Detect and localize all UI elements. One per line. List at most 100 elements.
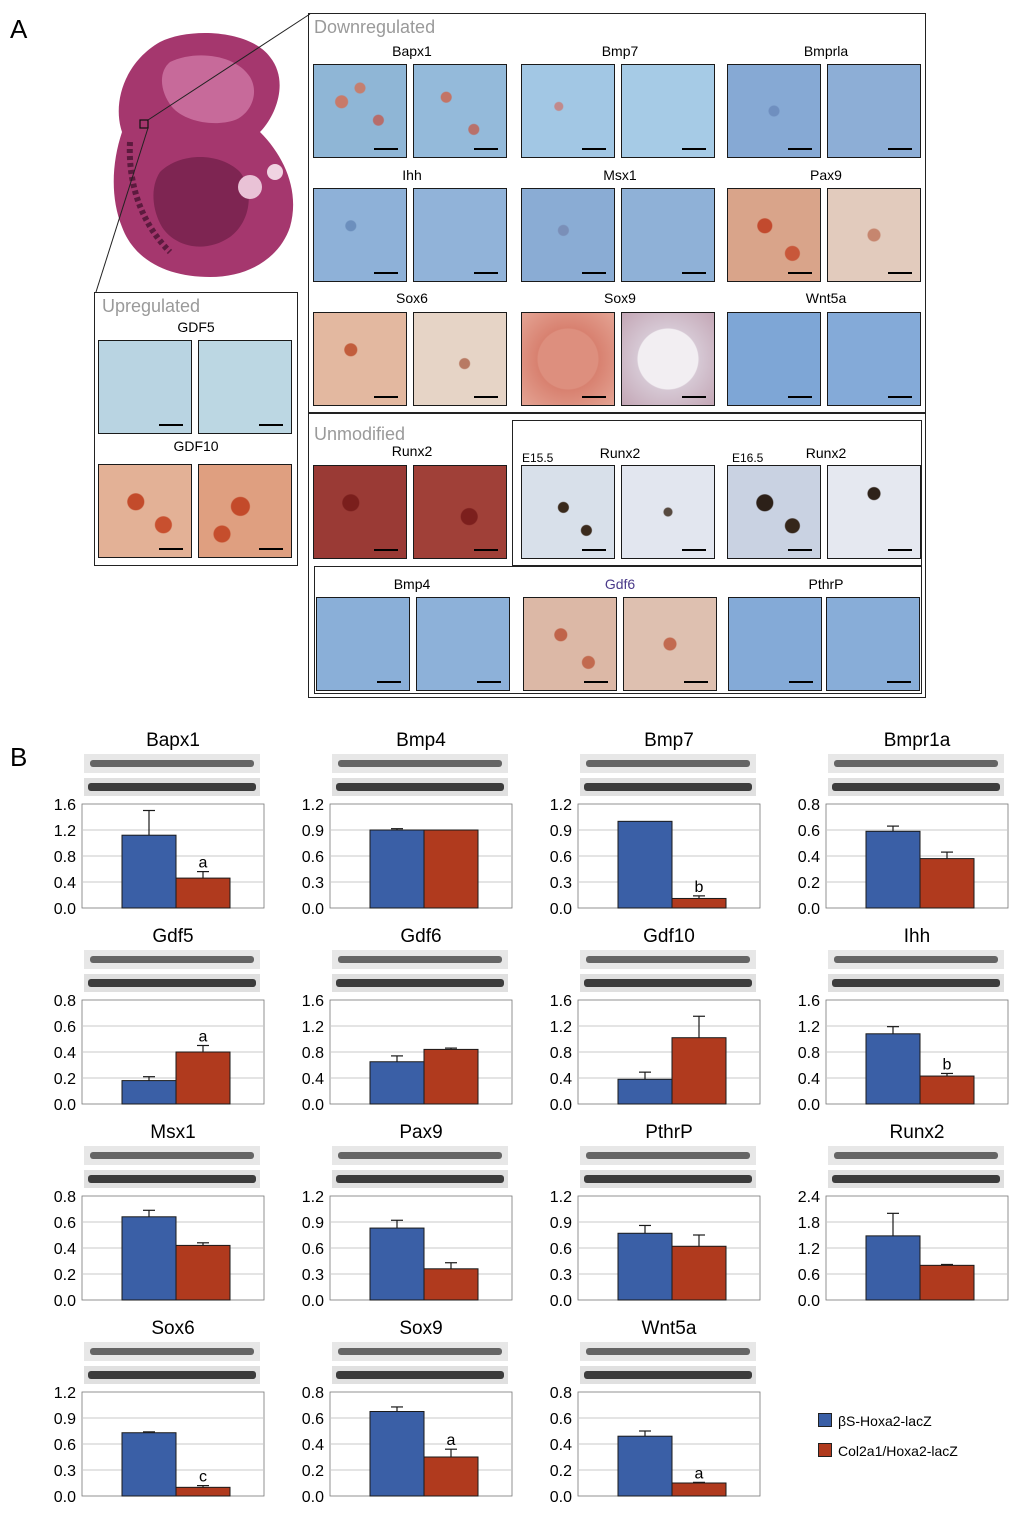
ytick-label-gdf6: 0.4 — [302, 1071, 324, 1088]
panel-b-letter: B — [10, 742, 28, 772]
ish-tile-pax9-control — [727, 188, 821, 282]
ytick-label-wnt5a: 0.6 — [550, 1411, 572, 1428]
unmodified-row2-box — [314, 566, 922, 694]
chart-title-bmpr1a: Bmpr1a — [884, 730, 951, 751]
ish-tile-gdf5-control — [98, 340, 192, 434]
ish-tile-pthrp-mutant — [826, 597, 920, 691]
ish-tile-wnt5a-mutant — [827, 312, 921, 406]
bar-bapx1-1 — [175, 877, 231, 909]
ytick-label-gdf6: 1.6 — [302, 993, 324, 1010]
ytick-label-gdf10: 0.4 — [550, 1071, 572, 1088]
chart-title-msx1: Msx1 — [150, 1122, 195, 1143]
bar-bmp4-1 — [423, 829, 479, 909]
ish-tile-bmp7-control — [521, 64, 615, 158]
blot-band-target-gdf6 — [338, 956, 502, 963]
ish-tile-bmp4-control — [316, 597, 410, 691]
blot-band-loading-bapx1 — [88, 783, 256, 791]
bar-sox6-0 — [121, 1432, 177, 1497]
ytick-label-msx1: 0.0 — [54, 1293, 76, 1310]
bar-pax9-0 — [369, 1227, 425, 1301]
bar-ihh-1 — [919, 1075, 975, 1105]
ish-tile-gdf6-control — [523, 597, 617, 691]
blot-band-target-bmpr1a — [834, 760, 998, 767]
chart-title-bmp4: Bmp4 — [396, 730, 446, 751]
ytick-label-pax9: 0.3 — [302, 1267, 324, 1284]
ytick-label-wnt5a: 0.4 — [550, 1437, 572, 1454]
ish-tile-bapx1-mutant — [413, 64, 507, 158]
bar-bmp7-0 — [617, 820, 673, 909]
ytick-label-sox6: 0.3 — [54, 1463, 76, 1480]
ish-tile-gdf10-control — [98, 464, 192, 558]
ish-tile-runx2-e16-control — [727, 465, 821, 559]
bar-sox6-1 — [175, 1486, 231, 1497]
significance-label-ihh: b — [943, 1056, 952, 1073]
ytick-label-bapx1: 0.4 — [54, 875, 76, 892]
ytick-label-pthrp: 0.6 — [550, 1241, 572, 1258]
ish-tile-ihh-mutant — [413, 188, 507, 282]
ytick-label-bmp7: 0.6 — [550, 849, 572, 866]
ish-label-wnt5a: Wnt5a — [805, 290, 847, 306]
ish-tile-runx2-e15-control — [521, 465, 615, 559]
ish-label-gdf5: GDF5 — [177, 319, 215, 335]
ytick-label-runx2: 0.0 — [798, 1293, 820, 1310]
stage-label-e16: E16.5 — [732, 451, 764, 465]
bar-gdf10-0 — [617, 1078, 673, 1105]
stage-label-e15: E15.5 — [522, 451, 554, 465]
ytick-label-pthrp: 0.0 — [550, 1293, 572, 1310]
bar-pthrp-1 — [671, 1245, 727, 1301]
ytick-label-bapx1: 0.0 — [54, 901, 76, 918]
significance-label-wnt5a: a — [695, 1465, 704, 1482]
ytick-label-ihh: 0.0 — [798, 1097, 820, 1114]
bar-bmp7-1 — [671, 897, 727, 909]
ytick-label-gdf6: 0.0 — [302, 1097, 324, 1114]
blot-band-loading-sox6 — [88, 1371, 256, 1379]
ish-label-bmp7: Bmp7 — [601, 43, 639, 59]
significance-label-sox9: a — [447, 1432, 456, 1449]
ytick-label-bmpr1a: 0.6 — [798, 823, 820, 840]
ytick-label-bmpr1a: 0.4 — [798, 849, 820, 866]
ytick-label-ihh: 0.8 — [798, 1045, 820, 1062]
bar-sox9-1 — [423, 1456, 479, 1497]
ish-label-bmp4: Bmp4 — [393, 576, 431, 592]
ytick-label-gdf5: 0.8 — [54, 993, 76, 1010]
ytick-label-sox9: 0.8 — [302, 1385, 324, 1402]
ish-tile-runx2-e16-mutant — [827, 465, 921, 559]
legend-swatch-blue — [818, 1413, 832, 1427]
ytick-label-sox6: 0.0 — [54, 1489, 76, 1506]
ytick-label-runx2: 0.6 — [798, 1267, 820, 1284]
ytick-label-bapx1: 1.2 — [54, 823, 76, 840]
significance-label-bmp7: b — [695, 879, 704, 896]
ytick-label-bmp7: 1.2 — [550, 797, 572, 814]
ytick-label-bmpr1a: 0.2 — [798, 875, 820, 892]
ish-label-pthrp: PthrP — [808, 576, 844, 592]
blot-band-target-sox6 — [90, 1348, 254, 1355]
ytick-label-bmp7: 0.9 — [550, 823, 572, 840]
bar-runx2-0 — [865, 1235, 921, 1301]
ytick-label-sox6: 0.9 — [54, 1411, 76, 1428]
ytick-label-bmp4: 1.2 — [302, 797, 324, 814]
ytick-label-ihh: 1.6 — [798, 993, 820, 1010]
ish-label-ihh: Ihh — [402, 167, 422, 183]
ish-label-gdf6: Gdf6 — [604, 576, 636, 592]
bar-sox9-0 — [369, 1411, 425, 1497]
bar-gdf6-1 — [423, 1048, 479, 1105]
panel-a-letter: A — [10, 14, 28, 44]
blot-band-loading-msx1 — [88, 1175, 256, 1183]
ytick-label-sox9: 0.6 — [302, 1411, 324, 1428]
ish-tile-gdf6-mutant — [623, 597, 717, 691]
blot-band-target-bapx1 — [90, 760, 254, 767]
significance-label-gdf5: a — [199, 1029, 208, 1046]
ish-label-runx2-e16: Runx2 — [805, 445, 847, 461]
bar-pax9-1 — [423, 1268, 479, 1301]
ish-label-runx2-e15: Runx2 — [599, 445, 641, 461]
ytick-label-ihh: 0.4 — [798, 1071, 820, 1088]
ytick-label-runx2: 2.4 — [798, 1189, 820, 1206]
ytick-label-bmp7: 0.0 — [550, 901, 572, 918]
ish-tile-sox6-control — [313, 312, 407, 406]
bar-bmp4-0 — [369, 829, 425, 909]
ytick-label-bmpr1a: 0.0 — [798, 901, 820, 918]
legend-item-mutant: Col2a1/Hoxa2-lacZ — [818, 1443, 958, 1459]
significance-label-sox6: c — [199, 1469, 207, 1486]
chart-title-sox6: Sox6 — [151, 1318, 194, 1339]
